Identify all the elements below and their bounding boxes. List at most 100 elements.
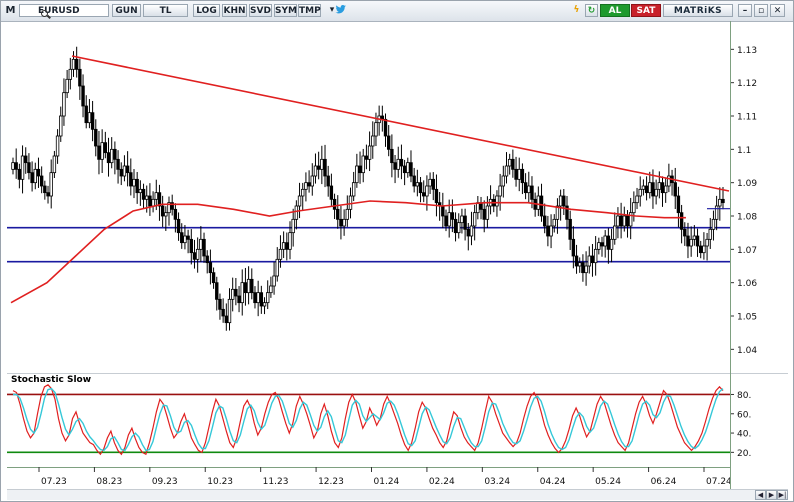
candle-body <box>345 208 350 220</box>
candle-body <box>555 205 560 220</box>
candle-body <box>584 265 588 274</box>
candle <box>543 203 547 234</box>
twitter-icon[interactable] <box>334 4 348 17</box>
candle <box>721 186 725 210</box>
candle-body <box>444 215 448 227</box>
candle-body <box>450 212 455 220</box>
candle-body <box>466 228 470 237</box>
candle-body <box>281 242 286 250</box>
candle <box>514 156 518 187</box>
scroll-right-icon[interactable]: ▶ <box>766 490 777 500</box>
candle <box>539 183 544 222</box>
candle-body <box>606 235 611 250</box>
candle-body <box>644 185 649 194</box>
candle-body <box>87 112 92 124</box>
candle <box>173 203 178 233</box>
app-menu-icon[interactable]: M <box>5 5 16 16</box>
search-icon[interactable] <box>41 10 48 17</box>
candle <box>94 119 98 157</box>
candle-body <box>227 298 232 324</box>
candle <box>218 293 222 320</box>
candle-body <box>619 215 623 227</box>
stochastic-panel[interactable] <box>7 373 730 466</box>
refresh-icon[interactable]: ↻ <box>585 4 598 17</box>
candle <box>288 221 292 260</box>
candle <box>718 187 722 221</box>
candle <box>402 159 407 186</box>
sell-button[interactable]: SAT <box>631 4 661 17</box>
candle <box>603 230 607 258</box>
candle <box>581 254 585 282</box>
candle-body <box>463 215 467 230</box>
period-button-gun[interactable]: GUN <box>112 4 141 17</box>
candle-body <box>167 202 171 214</box>
candle <box>657 171 662 199</box>
candle-body <box>27 162 31 174</box>
currency-button-tl[interactable]: TL <box>143 4 188 17</box>
candle <box>422 180 426 203</box>
candle <box>396 146 400 178</box>
candle <box>14 148 18 179</box>
candle-body <box>170 202 174 210</box>
candle-body <box>24 155 28 164</box>
candle <box>692 225 697 246</box>
volume-button-khn[interactable]: KHN <box>222 4 247 17</box>
candle <box>113 141 117 175</box>
candle-body <box>498 185 502 197</box>
candle-body <box>695 235 700 247</box>
candle-body <box>256 292 260 304</box>
candle-body <box>49 172 53 197</box>
candle <box>434 174 439 217</box>
candle <box>386 125 391 157</box>
candle <box>275 247 279 282</box>
candle <box>17 163 22 189</box>
candle <box>304 172 308 202</box>
candle <box>281 231 286 258</box>
candle <box>587 246 591 274</box>
candle-body <box>355 165 359 184</box>
candle <box>68 57 73 90</box>
candle <box>676 186 681 228</box>
candle <box>648 171 652 199</box>
candle <box>97 131 101 175</box>
candle <box>702 232 706 260</box>
candle-body <box>622 215 627 227</box>
candle <box>250 268 254 300</box>
log-scale-button[interactable]: LOG <box>193 4 220 17</box>
candle-body <box>14 162 18 170</box>
buy-button[interactable]: AL <box>600 4 630 17</box>
candle <box>320 145 324 185</box>
candle <box>11 157 15 175</box>
candle-body <box>412 175 416 187</box>
candle-body <box>641 185 646 190</box>
price-tick-label: 1.09 <box>737 179 757 189</box>
scroll-end-icon[interactable]: ▶| <box>777 490 788 500</box>
price-chart[interactable] <box>7 21 730 371</box>
symbol-field[interactable]: EURUSD <box>19 4 109 17</box>
candle <box>654 179 658 205</box>
button-svd[interactable]: SVD <box>249 4 272 17</box>
candle <box>262 297 267 315</box>
minimize-icon[interactable]: – <box>738 4 752 17</box>
candle <box>536 186 541 217</box>
candle <box>358 151 362 184</box>
time-tick-label: 12.23 <box>318 477 344 487</box>
candle <box>199 226 203 263</box>
candle <box>418 177 423 203</box>
candle-body <box>129 172 133 187</box>
candle-body <box>294 205 299 220</box>
maximize-icon[interactable]: ▫ <box>754 4 768 17</box>
dropdown-arrow-icon[interactable]: ▾ <box>329 5 335 15</box>
symbol-button-sym[interactable]: SYM <box>274 4 297 17</box>
horizontal-scrollbar[interactable]: ◀ ▶ ▶| <box>7 489 788 500</box>
scroll-left-icon[interactable]: ◀ <box>755 490 766 500</box>
candle-body <box>714 205 719 220</box>
candle <box>371 121 375 159</box>
candle <box>227 288 232 331</box>
lightning-icon[interactable]: ϟ <box>573 5 580 15</box>
template-button-tmp[interactable]: TMP <box>298 4 321 17</box>
candle <box>683 222 687 246</box>
candle-body <box>103 142 108 154</box>
close-icon[interactable]: ✕ <box>770 4 785 17</box>
candle-body <box>657 182 662 190</box>
